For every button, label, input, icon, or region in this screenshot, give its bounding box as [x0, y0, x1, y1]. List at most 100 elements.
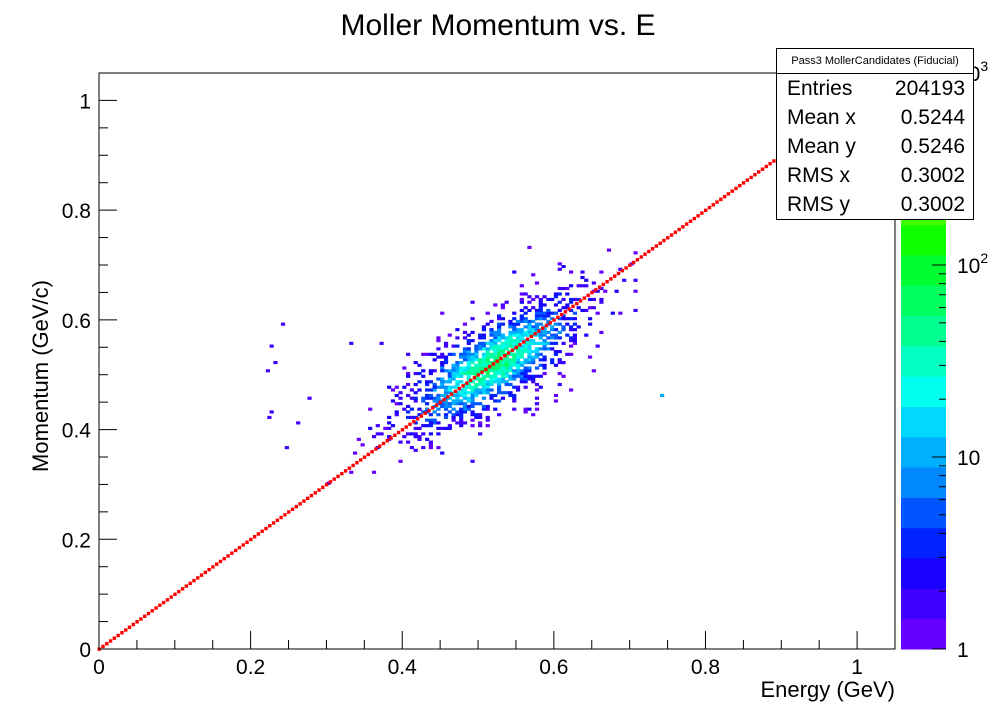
heatmap-cell	[497, 366, 502, 370]
heatmap-cell	[474, 382, 479, 387]
heatmap-cell	[474, 388, 479, 392]
heatmap-cell	[440, 393, 445, 398]
heatmap-cell	[470, 459, 475, 463]
line-segment	[537, 329, 541, 333]
heatmap-cell	[406, 440, 411, 444]
heatmap-cell	[466, 361, 471, 365]
heatmap-cell	[523, 358, 528, 362]
heatmap-cell	[375, 424, 380, 428]
heatmap-cell	[478, 402, 483, 406]
line-segment	[594, 288, 598, 292]
heatmap-cell	[387, 437, 392, 441]
heatmap-cell	[519, 308, 524, 313]
heatmap-cell	[485, 347, 490, 351]
heatmap-cell	[440, 311, 445, 315]
heatmap-cell	[390, 399, 396, 403]
line-segment	[571, 304, 575, 309]
line-segment	[309, 493, 314, 498]
line-segment	[556, 315, 560, 320]
heatmap-cell	[497, 325, 502, 329]
plot-frame	[98, 72, 896, 650]
heatmap-cell	[424, 352, 430, 356]
line-segment	[647, 249, 651, 254]
heatmap-cell	[481, 347, 487, 351]
heatmap-cell	[527, 352, 532, 356]
heatmap-cell	[538, 308, 543, 313]
heatmap-cell	[451, 369, 456, 373]
line-segment	[108, 639, 113, 643]
heatmap-cell	[440, 382, 445, 387]
heatmap-cell	[455, 396, 460, 400]
heatmap-cell	[432, 418, 437, 422]
heatmap-cell	[462, 352, 468, 356]
heatmap-cell	[512, 325, 517, 329]
heatmap-cell	[413, 361, 418, 365]
heatmap-cell	[512, 330, 517, 334]
line-segment	[719, 197, 723, 202]
line-segment	[135, 620, 139, 624]
heatmap-cell	[531, 358, 536, 362]
heatmap-cell	[481, 358, 487, 362]
heatmap-cell	[500, 377, 505, 381]
heatmap-cell	[508, 325, 513, 329]
line-segment	[275, 518, 280, 522]
heatmap-cell	[500, 336, 505, 340]
heatmap-cell	[440, 369, 445, 373]
line-segment	[540, 326, 545, 330]
heatmap-cell	[504, 358, 509, 362]
heatmap-cell	[580, 275, 585, 280]
heatmap-cell	[474, 350, 479, 354]
heatmap-cell	[428, 352, 433, 356]
heatmap-cell	[462, 369, 468, 373]
heatmap-cell	[523, 319, 528, 323]
heatmap-cell	[421, 446, 426, 450]
heatmap-cell	[500, 350, 505, 354]
heatmap-cell	[443, 355, 449, 359]
line-segment	[199, 573, 204, 577]
heatmap-cell	[470, 317, 475, 321]
heatmap-cell	[497, 330, 502, 334]
heatmap-cell	[447, 396, 452, 400]
line-segment	[461, 384, 465, 388]
line-segment	[446, 395, 450, 399]
heatmap-cell	[512, 270, 517, 274]
heatmap-cell	[440, 377, 445, 381]
heatmap-cell	[455, 385, 460, 389]
heatmap-cell	[481, 336, 487, 340]
heatmap-cell	[493, 344, 498, 348]
heatmap-cell	[470, 402, 475, 406]
heatmap-cell	[515, 319, 521, 323]
heatmap-cell	[527, 344, 532, 348]
heatmap-cell	[569, 388, 574, 392]
heatmap-cell	[572, 317, 577, 321]
palette-swatch	[901, 467, 946, 498]
heatmap-cell	[489, 328, 494, 332]
heatmap-cell	[497, 358, 502, 362]
heatmap-cell	[542, 314, 547, 318]
heatmap-cell	[478, 369, 483, 373]
heatmap-cell	[455, 421, 460, 425]
heatmap-cell	[459, 366, 464, 370]
line-segment	[673, 230, 678, 234]
heatmap-cell	[493, 358, 498, 362]
heatmap-cell	[531, 341, 536, 345]
line-segment	[468, 378, 473, 383]
heatmap-cell	[443, 413, 449, 417]
heatmap-cell	[413, 435, 418, 439]
heatmap-cell	[534, 347, 540, 351]
heatmap-cell	[542, 295, 547, 299]
stats-row-rms-y: RMS y 0.3002	[777, 190, 973, 219]
heatmap-cell	[569, 344, 574, 348]
heatmap-cell	[447, 404, 452, 409]
heatmap-cell	[504, 339, 509, 343]
x-tick-label: 0	[93, 656, 105, 679]
heatmap-cell	[534, 311, 540, 315]
heatmap-cell	[459, 415, 464, 419]
heatmap-cell	[485, 407, 490, 411]
heatmap-cell	[504, 391, 509, 395]
heatmap-cell	[561, 361, 566, 365]
heatmap-cell	[595, 311, 600, 315]
heatmap-cell	[470, 399, 475, 403]
line-segment	[518, 343, 522, 347]
heatmap-cell	[557, 286, 562, 291]
